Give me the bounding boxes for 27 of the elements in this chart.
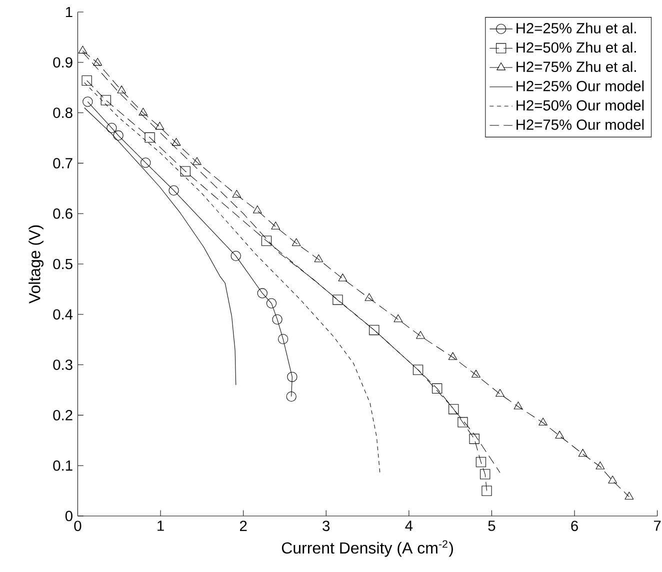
x-tick-label: 6 <box>571 520 578 532</box>
y-tick-label: 0.7 <box>53 158 72 168</box>
x-tick-label: 2 <box>240 520 247 531</box>
legend-label: H2=50% Zhu et al. <box>516 42 636 53</box>
y-tick-label: 1 <box>66 6 72 18</box>
y-tick-label: 0.6 <box>53 208 72 219</box>
y-tick-label: 0 <box>65 510 72 522</box>
legend-label: H2=25% Our model <box>516 80 644 92</box>
x-tick-label: 0 <box>74 520 82 532</box>
y-tick-label: 0.3 <box>53 360 72 370</box>
y-tick-label: 0.8 <box>53 108 72 118</box>
y-tick-label: 0.2 <box>53 410 72 420</box>
legend-label: H2=75% Zhu et al. <box>516 61 636 72</box>
legend-label: H2=50% Our model <box>516 100 644 111</box>
y-tick-label: 0.5 <box>53 258 72 270</box>
x-tick-label: 5 <box>488 520 496 531</box>
y-tick-label: 0.9 <box>53 57 72 68</box>
y-axis-title: Voltage (V) <box>28 225 44 304</box>
x-tick-label: 3 <box>322 520 330 532</box>
x-axis-title: Current Density (A cm$^{-2}$) <box>282 540 453 557</box>
legend-label: H2=75% Our model <box>516 119 644 130</box>
x-tick-label: 1 <box>158 520 164 531</box>
x-tick-label: 4 <box>405 520 413 531</box>
legend-label: H2=25% Zhu et al. <box>516 22 636 34</box>
y-tick-label: 0.4 <box>53 309 73 320</box>
x-tick-label: 7 <box>654 520 661 531</box>
y-tick-label: 0.1 <box>53 460 72 471</box>
